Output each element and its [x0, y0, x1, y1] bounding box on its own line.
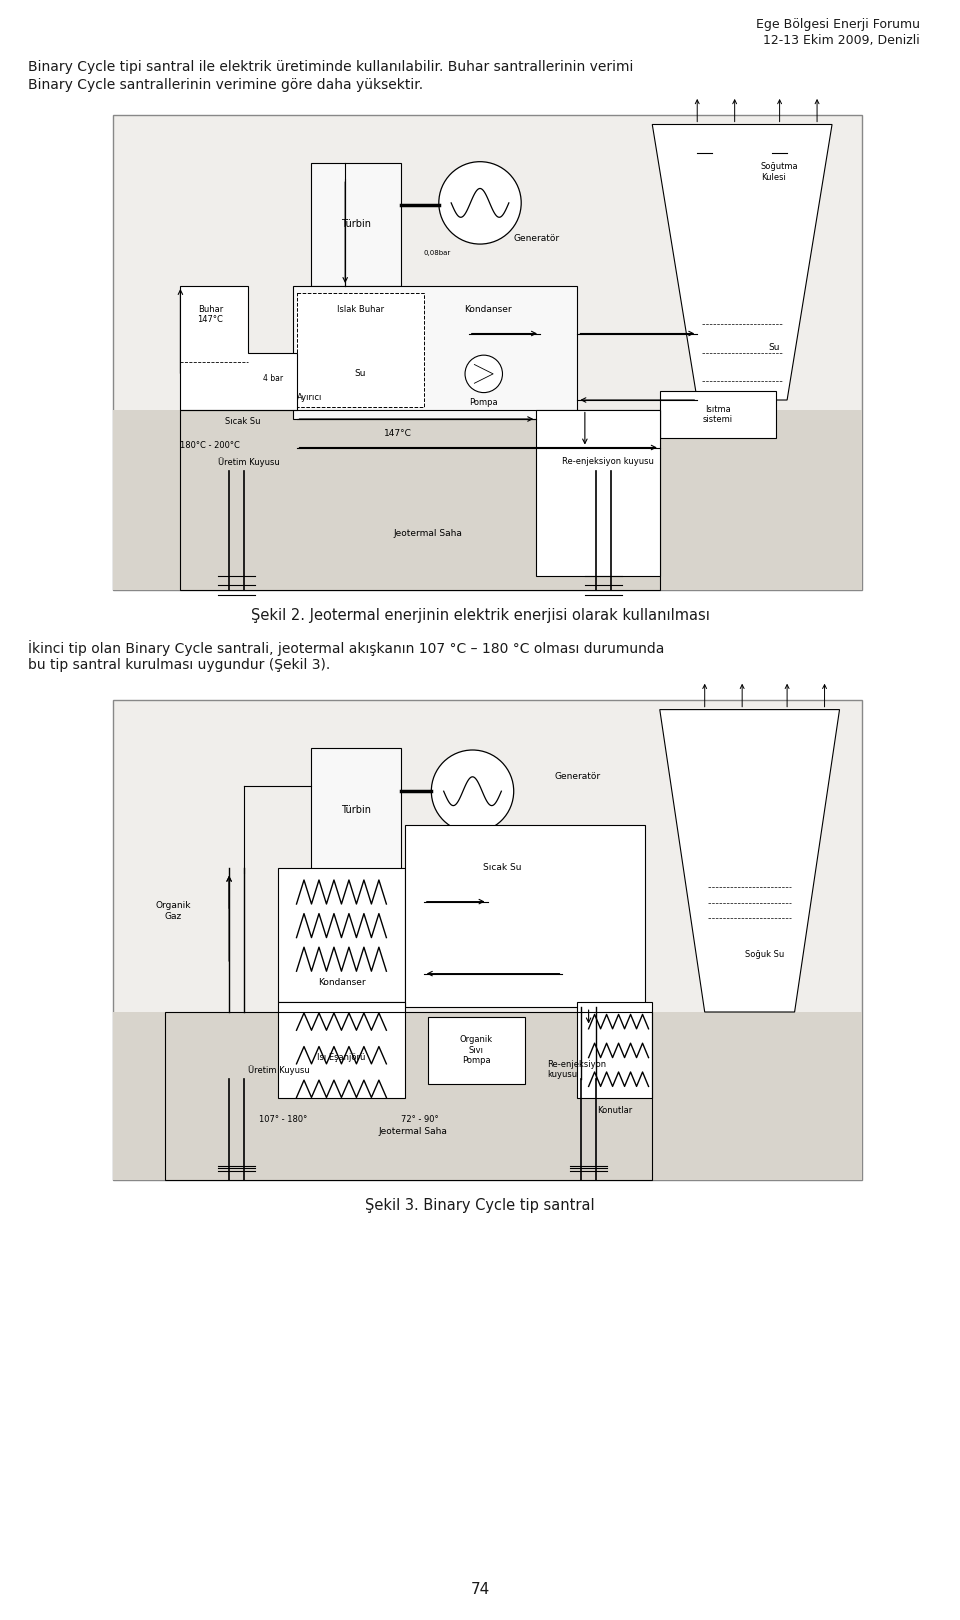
Polygon shape — [180, 287, 297, 410]
Text: Jeotermal Saha: Jeotermal Saha — [378, 1128, 447, 1137]
Text: Şekil 3. Binary Cycle tip santral: Şekil 3. Binary Cycle tip santral — [365, 1199, 595, 1213]
Text: Binary Cycle tipi santral ile elektrik üretiminde kullanılabilir. Buhar santrall: Binary Cycle tipi santral ile elektrik ü… — [28, 60, 634, 75]
Text: Su: Su — [354, 369, 366, 379]
Text: Generatör: Generatör — [555, 773, 601, 781]
Text: Isı Eşanjörü: Isı Eşanjörü — [317, 1053, 366, 1063]
Bar — [427, 1017, 525, 1084]
Text: bu tip santral kurulması uygundur (Şekil 3).: bu tip santral kurulması uygundur (Şekil… — [28, 658, 330, 672]
Bar — [277, 868, 405, 1003]
Text: Sıcak Su: Sıcak Su — [483, 863, 521, 873]
Text: Ayırıcı: Ayırıcı — [297, 394, 322, 402]
Text: Üretim Kuyusu: Üretim Kuyusu — [248, 1064, 309, 1074]
Ellipse shape — [439, 162, 521, 245]
Text: Kondanser: Kondanser — [318, 978, 365, 988]
Text: Soğuk Su: Soğuk Su — [745, 949, 784, 959]
Text: Organik
Gaz: Organik Gaz — [156, 901, 191, 920]
Text: Re-enjeksiyon
kuyusu: Re-enjeksiyon kuyusu — [547, 1059, 607, 1079]
Text: 147°C: 147°C — [384, 429, 412, 437]
Text: Ege Bölgesi Enerji Forumu: Ege Bölgesi Enerji Forumu — [756, 18, 920, 31]
Text: Organik
Sıvı
Pompa: Organik Sıvı Pompa — [460, 1035, 492, 1066]
Text: Isıtma
sistemi: Isıtma sistemi — [703, 405, 732, 424]
Bar — [537, 410, 660, 575]
Polygon shape — [652, 125, 832, 400]
Text: Türbin: Türbin — [342, 219, 372, 230]
Text: Jeotermal Saha: Jeotermal Saha — [394, 528, 462, 538]
Text: Binary Cycle santrallerinin verimine göre daha yüksektir.: Binary Cycle santrallerinin verimine gör… — [28, 78, 423, 92]
Text: Re-enjeksiyon kuyusu: Re-enjeksiyon kuyusu — [563, 457, 655, 467]
Text: Üretim Kuyusu: Üretim Kuyusu — [218, 457, 279, 467]
Text: Şekil 2. Jeotermal enerjinin elektrik enerjisi olarak kullanılması: Şekil 2. Jeotermal enerjinin elektrik en… — [251, 608, 709, 624]
Bar — [113, 410, 862, 590]
Text: 107° - 180°: 107° - 180° — [259, 1116, 307, 1124]
Bar — [113, 1012, 862, 1179]
Text: Kondanser: Kondanser — [464, 305, 512, 314]
Text: Türbin: Türbin — [342, 805, 372, 815]
Text: 12-13 Ekim 2009, Denizli: 12-13 Ekim 2009, Denizli — [763, 34, 920, 47]
Text: Pompa: Pompa — [469, 399, 498, 407]
Text: Generatör: Generatör — [514, 233, 560, 243]
Text: 180°C - 200°C: 180°C - 200°C — [180, 441, 240, 450]
Text: 72° - 90°: 72° - 90° — [401, 1116, 439, 1124]
Polygon shape — [660, 710, 840, 1012]
Circle shape — [431, 750, 514, 833]
Bar — [405, 825, 645, 1008]
Text: Islak Buhar: Islak Buhar — [337, 305, 384, 314]
Text: 74: 74 — [470, 1583, 490, 1597]
Text: Buhar
147°C: Buhar 147°C — [198, 305, 224, 324]
Text: Konutlar: Konutlar — [597, 1106, 633, 1115]
Text: 0,08bar: 0,08bar — [423, 249, 451, 256]
Bar — [277, 1003, 405, 1098]
Bar — [311, 162, 401, 287]
Text: Su: Su — [768, 343, 780, 352]
Bar — [113, 700, 862, 1179]
Text: Sıcak Su: Sıcak Su — [226, 416, 261, 426]
Text: Soğutma
Kulesi: Soğutma Kulesi — [761, 162, 799, 181]
Bar — [311, 748, 401, 873]
Text: İkinci tip olan Binary Cycle santrali, jeotermal akışkanın 107 °C – 180 °C olmas: İkinci tip olan Binary Cycle santrali, j… — [28, 640, 664, 656]
Bar — [577, 1003, 652, 1098]
Bar — [113, 115, 862, 590]
Bar — [660, 390, 776, 437]
Bar — [293, 287, 577, 420]
Bar — [297, 293, 423, 407]
Circle shape — [465, 355, 502, 392]
Text: 4 bar: 4 bar — [263, 374, 283, 382]
